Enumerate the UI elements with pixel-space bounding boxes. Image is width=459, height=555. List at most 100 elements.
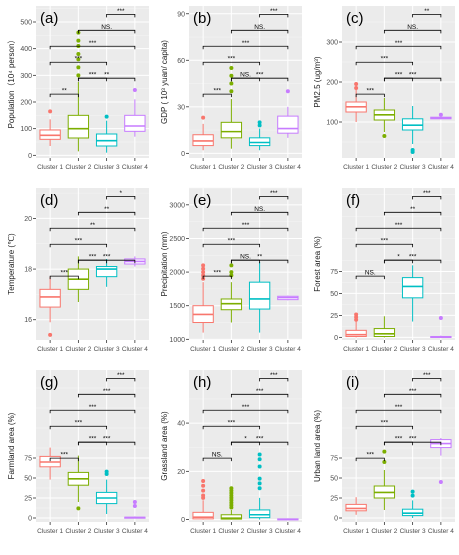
box-body — [373, 328, 396, 337]
panel-background — [36, 370, 149, 522]
box-3 — [95, 114, 118, 153]
x-tick-label: Cluster 3 — [247, 346, 273, 353]
y-axis-label: Urban land area (%) — [313, 410, 322, 482]
bracket-line — [106, 13, 136, 18]
significance-label: NS. — [254, 24, 265, 31]
box-body — [39, 288, 61, 308]
significance-label: *** — [89, 404, 97, 411]
x-tick-label: Cluster 1 — [190, 346, 216, 353]
box-3 — [401, 265, 424, 322]
box-body — [345, 329, 367, 337]
box-2 — [220, 263, 243, 323]
significance-label: *** — [89, 436, 97, 443]
box-3 — [248, 452, 271, 520]
box-1 — [192, 115, 214, 151]
y-tick-label: 50 — [24, 476, 32, 483]
significance-bracket: *** — [202, 88, 232, 98]
y-axis-label: Population（10⁴ person） — [7, 36, 16, 129]
significance-label: *** — [395, 40, 403, 47]
outlier-point — [201, 115, 206, 120]
box-1 — [192, 478, 214, 520]
significance-label: ** — [410, 206, 416, 213]
significance-bracket: *** — [355, 56, 414, 66]
significance-label: ** — [90, 222, 96, 229]
significance-bracket: NS. — [77, 24, 136, 34]
significance-label: *** — [423, 372, 431, 379]
significance-bracket: *** — [355, 452, 385, 462]
bracket-line — [230, 77, 289, 82]
bracket-line — [383, 393, 442, 398]
box-body — [401, 277, 424, 299]
outlier-point — [201, 483, 206, 488]
significance-bracket: *** — [77, 388, 136, 398]
x-tick-label: Cluster 2 — [65, 346, 91, 353]
y-axis-label: Grassland area (%) — [160, 411, 169, 481]
x-tick-label: Cluster 3 — [247, 528, 273, 535]
significance-label: *** — [213, 88, 221, 95]
bracket-line — [383, 259, 442, 264]
significance-label: *** — [270, 372, 278, 379]
panel: 0 30 60 90 *** NS. *** *** *** NS. *** (b) Cluster 1… — [160, 6, 302, 171]
significance-label: *** — [409, 436, 417, 443]
box-1 — [39, 447, 61, 480]
box-2 — [67, 455, 90, 511]
significance-bracket: *** — [355, 404, 442, 414]
y-tick-label: 100 — [20, 126, 32, 133]
x-tick-label: Cluster 3 — [247, 164, 273, 171]
significance-label: NS. — [212, 452, 223, 459]
significance-bracket: ** — [77, 72, 136, 82]
box-body — [248, 281, 271, 310]
bracket-line — [49, 409, 136, 414]
box-2 — [67, 256, 90, 302]
x-tick-label: Cluster 1 — [37, 346, 63, 353]
y-tick-label: 60 — [177, 58, 185, 65]
significance-bracket: *** — [355, 40, 442, 50]
significance-bracket: *** — [49, 420, 108, 430]
outlier-point — [257, 481, 262, 486]
outlier-point — [257, 486, 262, 491]
outlier-point — [382, 134, 387, 138]
significance-bracket: ** — [49, 88, 79, 98]
y-tick-label: 1000 — [169, 337, 185, 344]
significance-label: *** — [366, 88, 374, 95]
significance-bracket: *** — [49, 40, 136, 50]
significance-label: *** — [409, 254, 417, 261]
significance-label: *** — [117, 372, 125, 379]
y-tick-label: 16 — [24, 317, 32, 324]
bracket-line — [383, 211, 442, 216]
panel-background — [189, 370, 302, 522]
significance-bracket: *** — [202, 40, 289, 50]
x-tick-label: Cluster 1 — [190, 164, 216, 171]
significance-bracket: *** — [77, 254, 136, 264]
y-tick-label: 400 — [20, 46, 32, 53]
y-tick-label: 40 — [177, 421, 185, 428]
x-tick-label: Cluster 1 — [343, 346, 369, 353]
box-2 — [373, 316, 396, 338]
significance-bracket: *** — [230, 388, 289, 398]
significance-label: NS. — [240, 72, 251, 79]
significance-label: * — [119, 190, 122, 197]
significance-label: *** — [103, 254, 111, 261]
x-tick-label: Cluster 2 — [65, 164, 91, 171]
y-tick-label: 1500 — [169, 303, 185, 310]
outlier-point — [132, 500, 137, 504]
significance-label: NS. — [407, 24, 418, 31]
y-tick-label: 25 — [330, 313, 338, 320]
y-axis-label: Farmland area (%) — [7, 412, 16, 479]
y-tick-label: 25 — [24, 496, 32, 503]
panel-letter: (c) — [346, 10, 364, 27]
significance-label: *** — [409, 72, 417, 79]
significance-label: *** — [381, 238, 389, 245]
panel: 100 200 300 *** *** *** *** *** NS. ** (c) Cluster … — [313, 6, 455, 171]
outlier-point — [257, 123, 262, 128]
bracket-line — [259, 13, 289, 18]
outlier-point — [257, 457, 262, 462]
bracket-line — [355, 457, 385, 462]
y-tick-label: 0 — [334, 516, 338, 523]
bracket-line — [49, 457, 79, 462]
outlier-point — [438, 480, 443, 484]
box-4 — [277, 295, 299, 301]
bracket-line — [412, 13, 442, 18]
bracket-line — [77, 441, 136, 446]
